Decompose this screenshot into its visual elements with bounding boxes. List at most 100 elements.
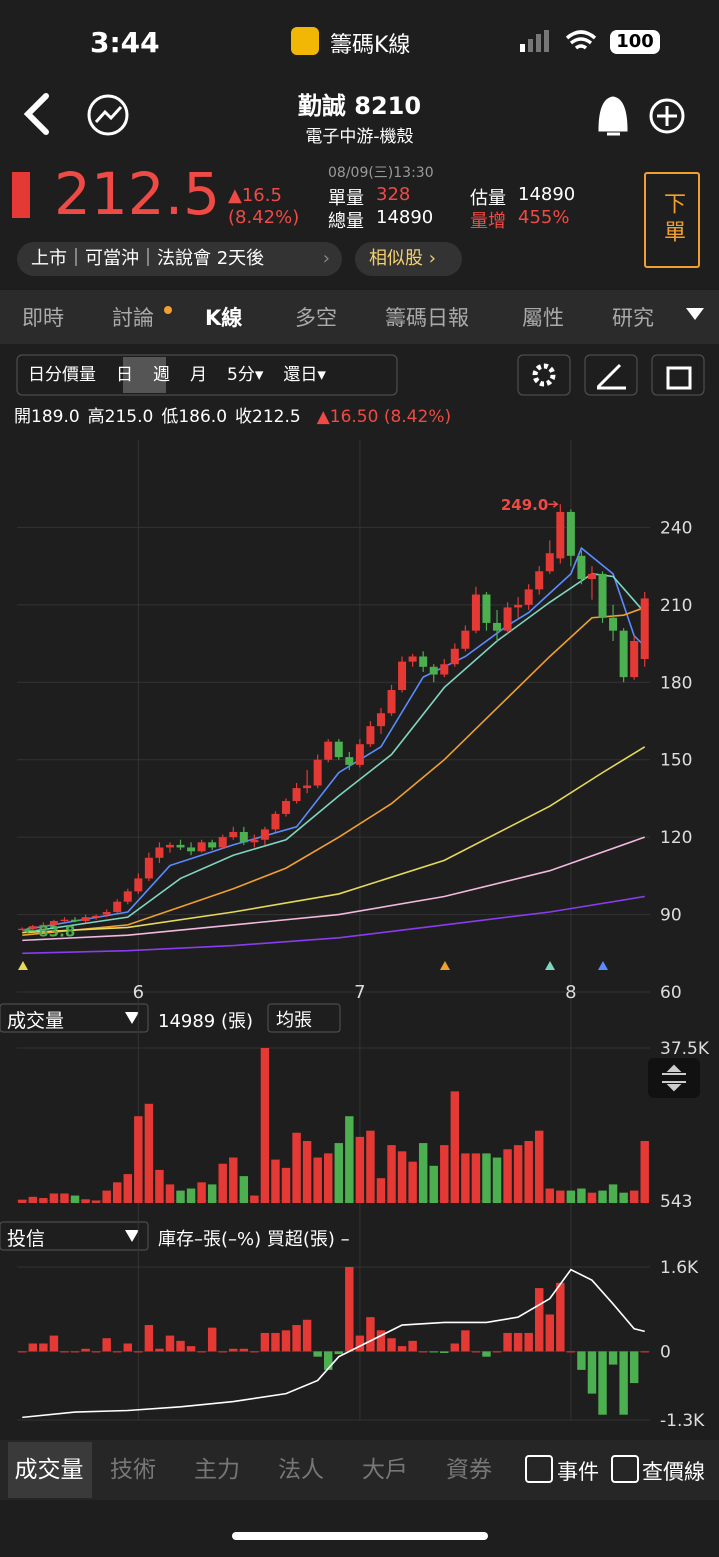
candle-body (28, 926, 37, 929)
subtab[interactable]: 還日▾ (283, 365, 326, 385)
resize-btn[interactable] (648, 1058, 700, 1098)
chevron: › (322, 248, 330, 269)
volume-bar (39, 1198, 48, 1203)
candle-body (598, 573, 607, 618)
checkbox-label[interactable]: 查價線 (642, 1460, 705, 1484)
similar-pill[interactable]: 相似股 › (355, 242, 462, 276)
candle-body (566, 511, 575, 556)
trust-bar (334, 1351, 343, 1355)
trust-bar (176, 1340, 185, 1352)
bottom-tab[interactable]: 法人 (260, 1442, 342, 1498)
resize-icon (662, 1064, 686, 1092)
volume-bar (186, 1188, 196, 1203)
bell-icon[interactable] (598, 96, 628, 136)
trust-bar (461, 1330, 470, 1352)
rotate-btn[interactable] (651, 354, 705, 396)
info-pill[interactable]: 上市｜可當沖｜法說會 2天後 › (17, 242, 342, 276)
subtab-box (16, 354, 398, 396)
tab[interactable]: 多空 (295, 306, 337, 330)
tab[interactable]: 討論 (112, 306, 154, 330)
trust-bar (535, 1288, 544, 1352)
trend-icon[interactable] (87, 94, 129, 136)
dropdown-arrow (125, 1230, 139, 1242)
volume-bar (513, 1145, 523, 1203)
trust-bar (397, 1346, 407, 1352)
volume-bar (492, 1157, 502, 1203)
volume-bar (556, 1190, 565, 1203)
volume-bar (313, 1157, 322, 1203)
subtab[interactable]: 日 (116, 365, 133, 385)
tab[interactable]: K線 (205, 306, 243, 330)
tab[interactable]: 籌碼日報 (385, 306, 469, 330)
bottom-tab[interactable]: 主力 (176, 1442, 258, 1498)
trust-bar (186, 1346, 196, 1352)
subtab[interactable]: 月 (190, 365, 207, 385)
subtab[interactable]: 日分價量 (28, 365, 96, 385)
bottom-tab[interactable]: 技術 (92, 1442, 174, 1498)
volume-bar (482, 1153, 491, 1203)
volume-bar (397, 1151, 407, 1203)
volume-bar (302, 1141, 312, 1203)
x-tick-label: 7 (354, 982, 365, 1003)
volume-bar (60, 1193, 69, 1203)
inventory-line (22, 1268, 645, 1419)
tab-bar (0, 290, 719, 344)
candle-body (398, 661, 407, 691)
back-icon[interactable] (23, 93, 49, 135)
volume-bar (218, 1163, 227, 1203)
bottom-tab[interactable]: 資券 (428, 1442, 510, 1498)
volume-bar (366, 1130, 375, 1203)
candle-body (355, 744, 364, 765)
ohlc-item: 開189.0 (14, 407, 80, 427)
tab[interactable]: 即時 (22, 306, 64, 330)
volume-bar (355, 1136, 365, 1203)
trust-bar (271, 1332, 280, 1352)
candle-body (429, 666, 438, 675)
candle-body (250, 839, 259, 843)
unit-select[interactable] (267, 1003, 341, 1033)
candle-body (260, 829, 269, 840)
trust-bar (450, 1343, 460, 1352)
volume-bar (176, 1190, 185, 1203)
x-tick-label: 8 (565, 982, 576, 1003)
tab[interactable]: 屬性 (522, 306, 564, 330)
candle-body (144, 857, 153, 879)
settings-btn[interactable] (517, 354, 571, 396)
checkbox[interactable] (525, 1455, 553, 1483)
subtab[interactable]: 5分▾ (227, 365, 264, 385)
trust-select[interactable] (0, 1221, 149, 1251)
tab-more[interactable] (686, 308, 704, 320)
checkbox[interactable] (611, 1455, 639, 1483)
candle-body (471, 594, 480, 631)
draw-btn[interactable] (584, 354, 638, 396)
y-tick-label: 180 (660, 673, 692, 693)
subtab[interactable]: 週 (153, 365, 170, 385)
trust-bar (640, 1351, 649, 1353)
ma-line (22, 836, 645, 942)
checkbox-label[interactable]: 事件 (557, 1460, 599, 1484)
signal (544, 30, 549, 52)
volume-bar (81, 1199, 90, 1203)
candle-body (123, 891, 132, 902)
volume-unit[interactable]: 均張 (276, 1010, 312, 1031)
candle-body (334, 741, 343, 758)
trust-bar (113, 1351, 122, 1353)
trust-bar (229, 1348, 238, 1352)
value: 455% (518, 207, 570, 228)
candle-body (440, 664, 449, 675)
home-indicator (232, 1532, 488, 1540)
volume-label: 成交量 (7, 1010, 65, 1032)
add-icon[interactable] (649, 98, 685, 134)
order-btn[interactable]: 下單 (644, 172, 700, 268)
bottom-tab[interactable]: 大戶 (344, 1442, 426, 1498)
ohlc-row: 開189.0 高215.0 低186.0 收212.5 ▲16.50 (8.42%) (14, 402, 451, 427)
bottom-tab[interactable]: 成交量 (8, 1442, 90, 1498)
candle-body (587, 573, 596, 580)
trust-bar (39, 1343, 48, 1352)
y-tick-label: 240 (660, 518, 692, 538)
volume-select[interactable] (0, 1003, 149, 1033)
trust-bar (345, 1267, 354, 1352)
tab[interactable]: 研究 (612, 306, 654, 330)
candle-body (71, 919, 80, 922)
y-tick-label: 37.5K (660, 1039, 710, 1059)
